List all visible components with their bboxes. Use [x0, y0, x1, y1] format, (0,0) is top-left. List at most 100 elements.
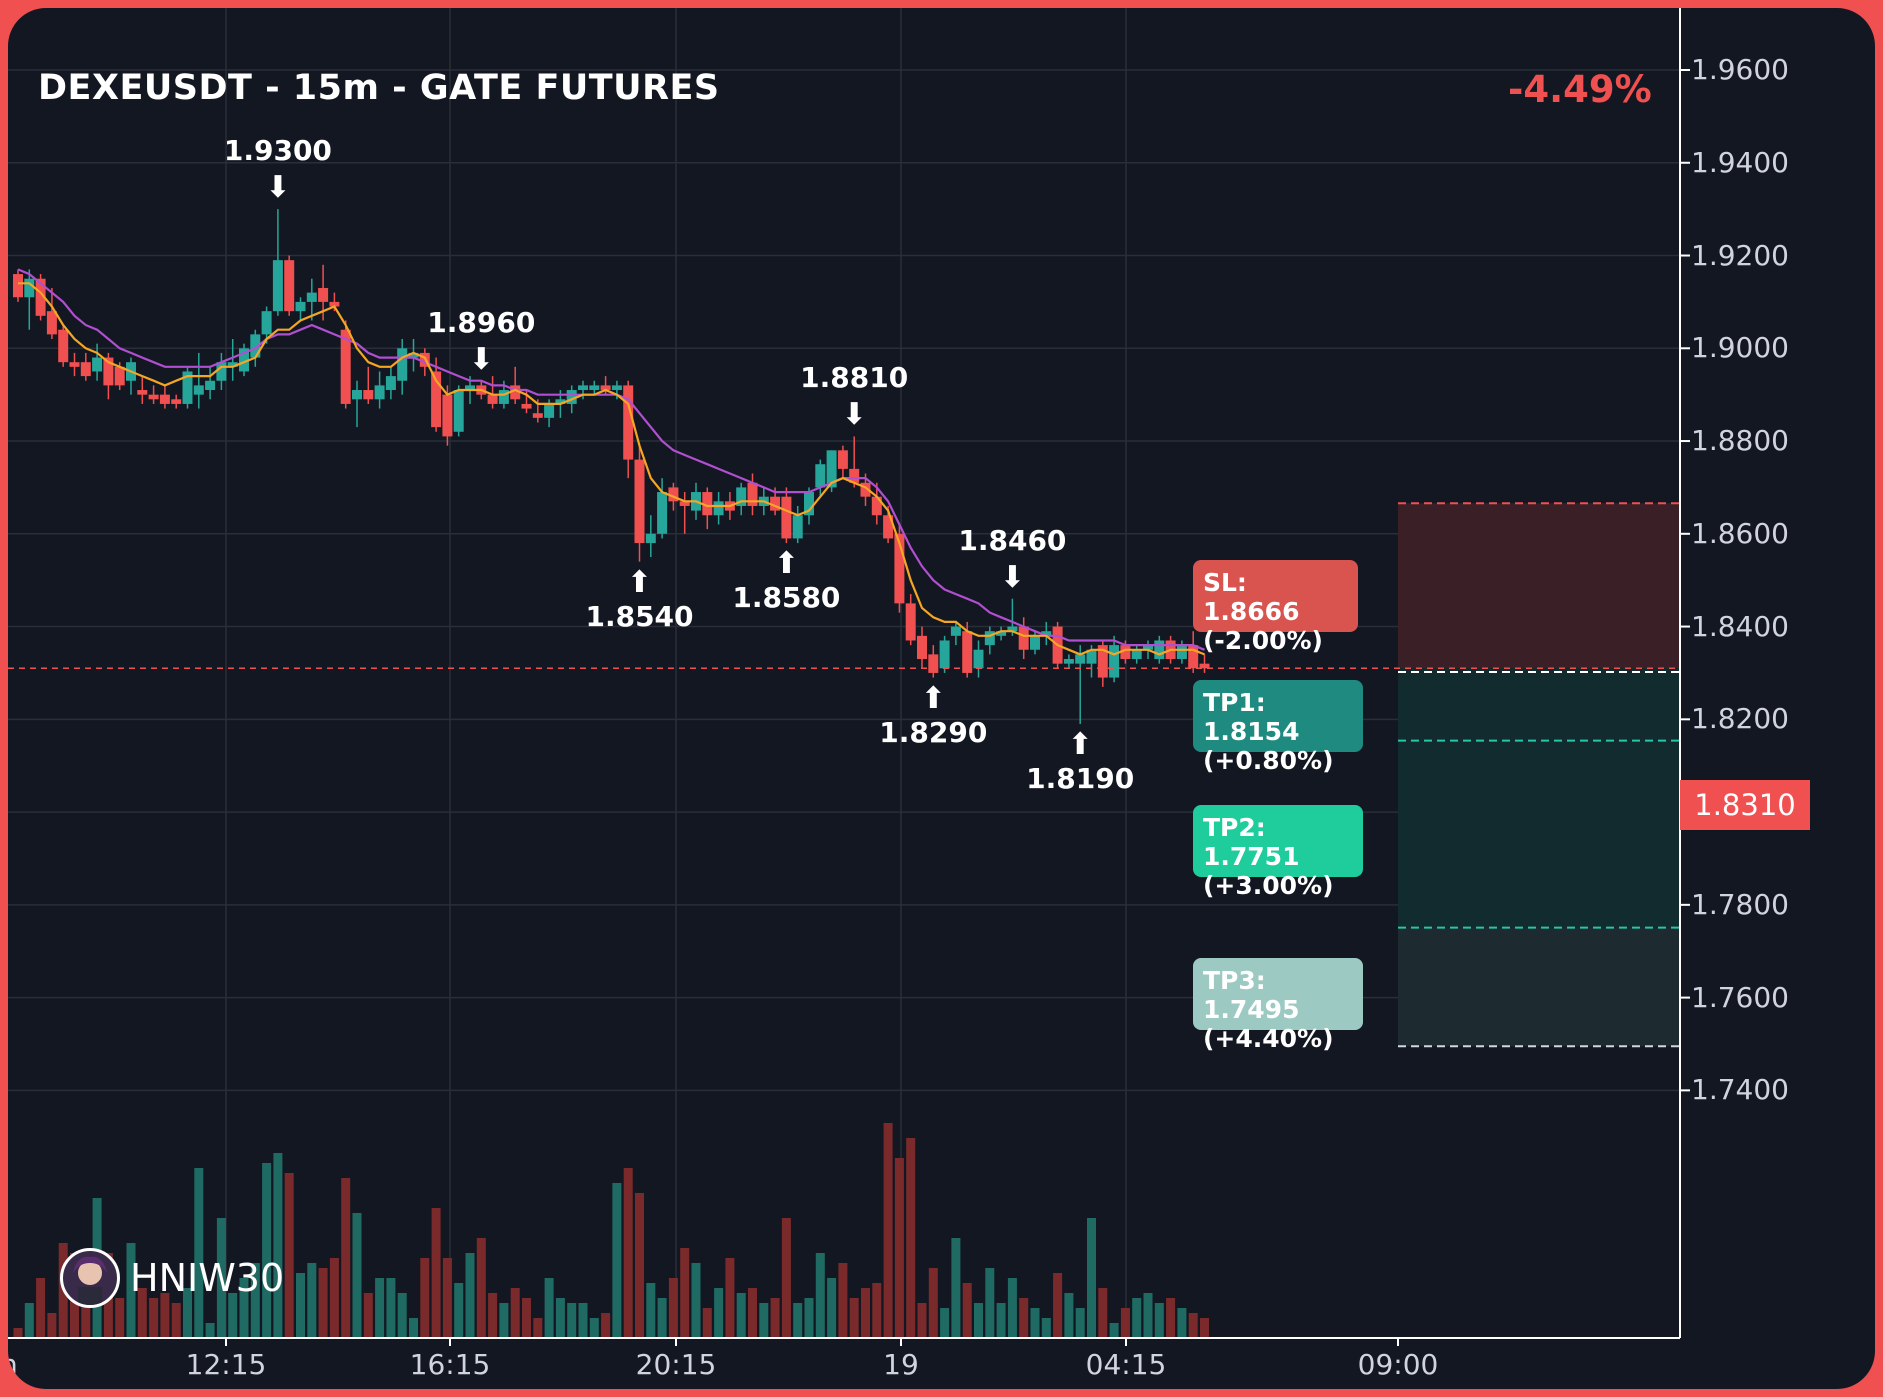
volume-bar: [1041, 1318, 1051, 1338]
trade-zones: [1398, 503, 1680, 1047]
volume-bar: [273, 1153, 283, 1338]
candle-body: [58, 329, 69, 363]
volume-bar: [183, 1288, 192, 1338]
candle-body: [510, 385, 521, 400]
volume-bar: [194, 1168, 204, 1338]
volume-bar: [1019, 1298, 1029, 1338]
arrow-down-icon: ⬇: [265, 170, 291, 206]
candle-body: [894, 533, 905, 604]
volume-bar: [951, 1238, 961, 1338]
x-tick-label: 12:15: [185, 1348, 267, 1381]
watermark-text: HNIW30: [130, 1256, 285, 1300]
price-annotation: 1.8580: [732, 581, 841, 615]
volume-bar: [962, 1283, 972, 1338]
volume-bar: [431, 1208, 441, 1338]
candle-body: [623, 385, 634, 460]
y-tick-label: 1.9600: [1691, 53, 1789, 86]
volume-bar: [781, 1218, 791, 1338]
volume-bar: [488, 1293, 498, 1338]
volume-bar: [1098, 1288, 1108, 1338]
candle-body: [544, 403, 555, 418]
candle-body: [679, 501, 690, 506]
level-lines: [8, 502, 1680, 1048]
candle-body: [227, 362, 238, 367]
volume-bar: [1087, 1218, 1096, 1338]
candle-body: [397, 348, 408, 381]
volume-bar: [555, 1298, 565, 1338]
volume-bar: [386, 1278, 396, 1338]
volume-bar: [442, 1258, 452, 1338]
volume-bar: [81, 1278, 91, 1338]
y-tick-label: 1.7600: [1691, 980, 1789, 1014]
volume-bar: [748, 1288, 757, 1338]
volume-bar: [171, 1303, 181, 1338]
candle-body: [487, 394, 498, 404]
candle-body: [826, 450, 837, 488]
candle-body: [239, 348, 249, 372]
current-price-tag: 1.8310: [1680, 780, 1810, 830]
volume-bar: [872, 1283, 882, 1338]
volume-bar: [1053, 1273, 1063, 1338]
volume-bar: [759, 1303, 769, 1338]
x-tick-label: 04:15: [1085, 1348, 1167, 1381]
volume-bar: [702, 1308, 712, 1338]
sl-box: SL: 1.8666 (-2.00%): [1193, 560, 1358, 655]
candle-body: [498, 390, 509, 404]
candle-body: [92, 357, 103, 372]
tp1-pct: (+0.80%): [1203, 746, 1334, 775]
candle-body: [465, 385, 475, 391]
candle-body: [1086, 649, 1097, 664]
volume-bar: [1030, 1308, 1040, 1338]
volume-bar: [601, 1313, 611, 1338]
candle-body: [555, 399, 566, 404]
volume-bar: [544, 1278, 554, 1338]
axes: [8, 8, 1690, 1346]
volume-bar: [307, 1263, 317, 1338]
watermark: HNIW30: [60, 1248, 284, 1308]
tp3-box: TP3: 1.7495 (+4.40%): [1193, 958, 1363, 1053]
volume-bar: [567, 1303, 577, 1338]
volume-bar: [917, 1303, 927, 1338]
volume-bar: [646, 1283, 656, 1338]
sl-label: SL: 1.8666: [1203, 568, 1300, 626]
volume-bar: [1200, 1318, 1209, 1338]
candle-body: [781, 496, 792, 539]
volume-bar: [906, 1138, 916, 1338]
candle-body: [1030, 635, 1040, 650]
candle-body: [306, 292, 317, 302]
tp3-pct: (+4.40%): [1203, 1024, 1334, 1053]
volume-bar: [736, 1293, 746, 1338]
x-tick-label: 16:15: [409, 1348, 491, 1381]
candle-body: [284, 260, 295, 312]
ema-slow-line: [17, 268, 1205, 651]
volume-bar: [1143, 1293, 1153, 1338]
candle-body: [1176, 645, 1187, 660]
volume-bar: [1120, 1308, 1130, 1338]
candle-body: [702, 492, 713, 516]
candle-body: [46, 311, 57, 335]
candle-body: [600, 385, 611, 391]
candle-body: [589, 385, 600, 391]
volume-bar: [996, 1303, 1006, 1338]
moving-averages: [17, 268, 1205, 656]
volume-bar: [827, 1278, 837, 1338]
volume-bar: [1177, 1308, 1187, 1338]
candle-body: [860, 482, 871, 497]
candle-body: [905, 603, 916, 641]
candlestick-chart[interactable]: [8, 8, 1875, 1389]
candle-body: [917, 635, 927, 660]
volume-bar: [985, 1268, 995, 1338]
candle-body: [1041, 631, 1052, 636]
volume-bar: [115, 1298, 125, 1338]
arrow-down-icon: ⬇: [841, 397, 867, 433]
candle-body: [216, 362, 227, 381]
candle-body: [928, 654, 939, 673]
volume-bar: [849, 1298, 859, 1338]
price-change: -4.49%: [1508, 68, 1652, 111]
volume-bar: [1154, 1303, 1164, 1338]
sl-pct: (-2.00%): [1203, 626, 1323, 655]
volume-bar: [363, 1293, 373, 1338]
candle-body: [996, 631, 1007, 636]
arrow-down-icon: ⬇: [468, 341, 494, 377]
volume-bar: [499, 1303, 509, 1338]
